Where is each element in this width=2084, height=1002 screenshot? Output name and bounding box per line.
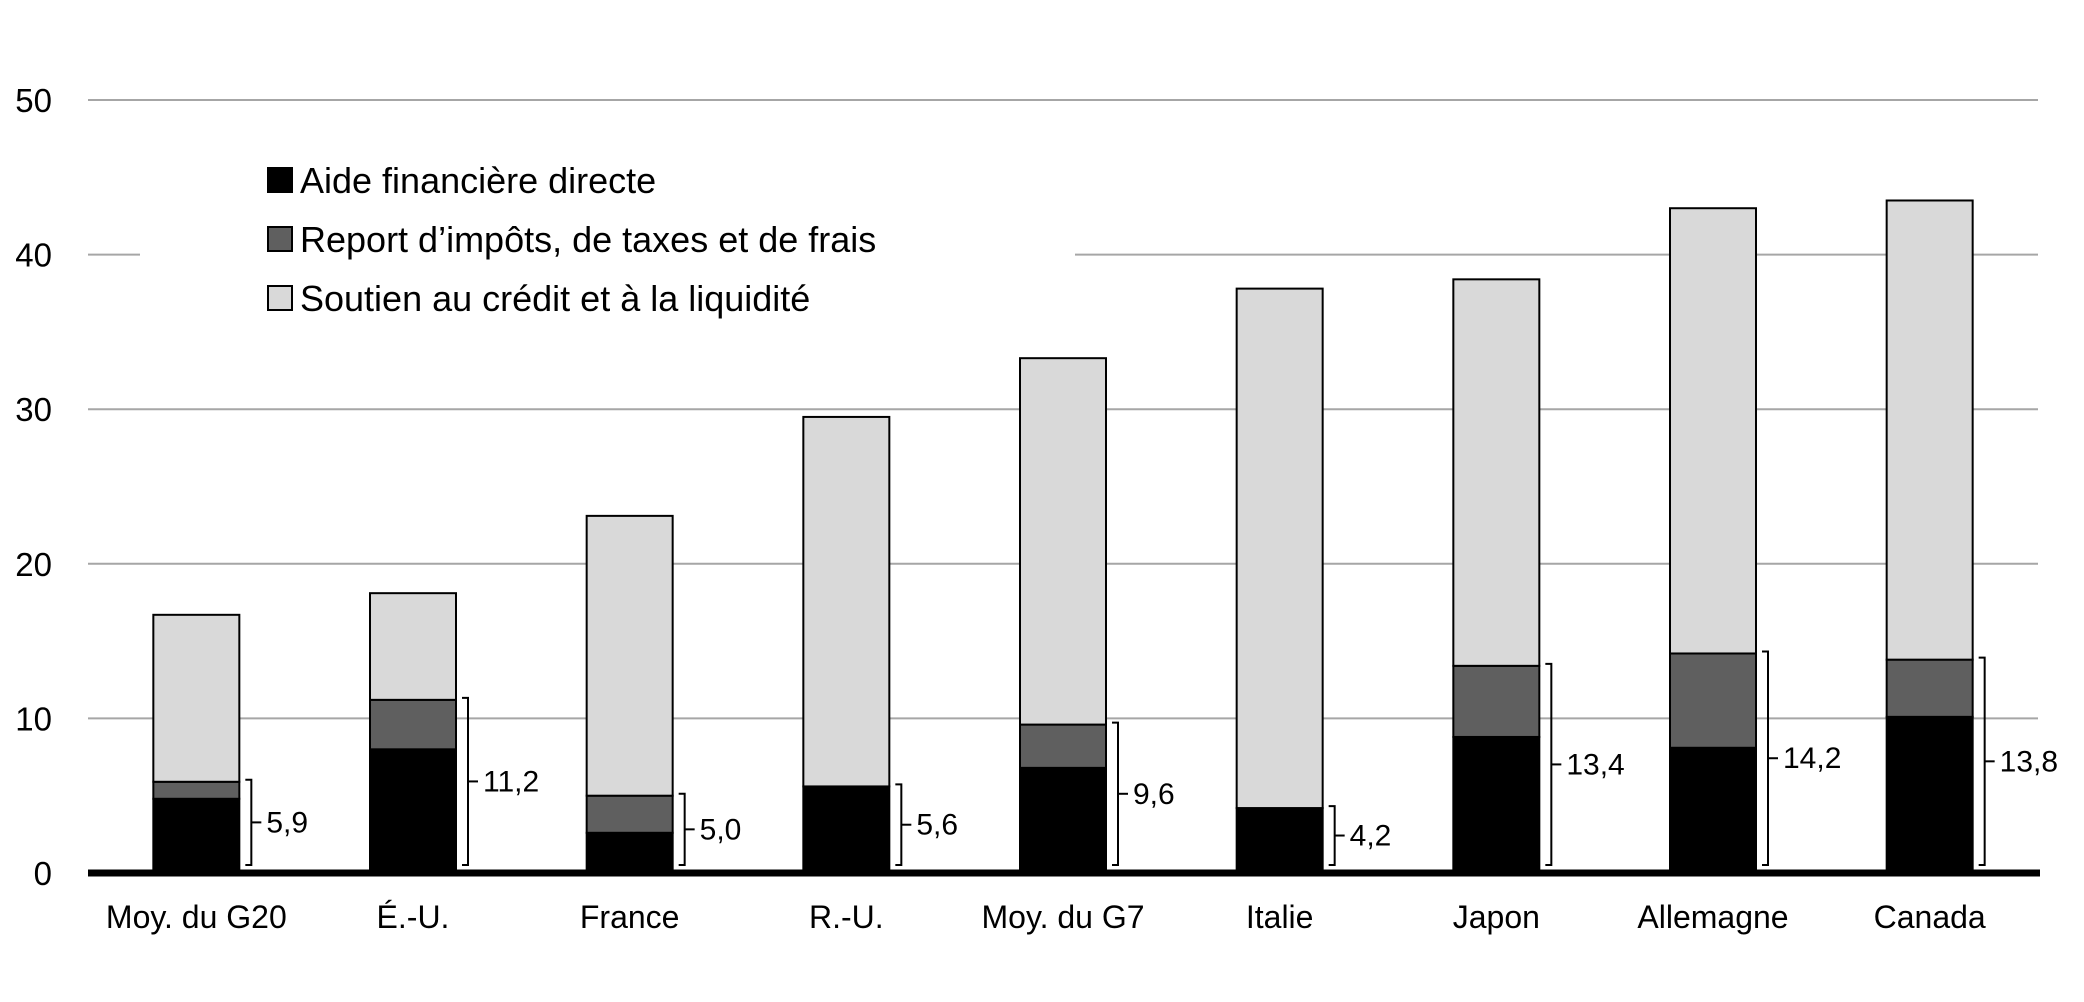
bar-segment-credit-liquidity: [1235, 287, 1324, 810]
bar-segment-tax-deferral: [1452, 664, 1541, 738]
bar-segment-credit-liquidity: [1669, 207, 1757, 655]
bracket: [678, 792, 686, 866]
bar-segment-tax-deferral: [1669, 652, 1757, 749]
data-label: 5,9: [266, 806, 308, 839]
y-tick-label: 10: [15, 700, 52, 737]
bar-segment-direct-aid: [152, 797, 241, 874]
bar-segment-tax-deferral: [152, 780, 241, 800]
bar-segment-direct-aid: [369, 748, 457, 875]
bracket: [895, 783, 903, 866]
y-tick-label: 30: [15, 391, 52, 428]
bracket-annotations: 5,9 11,2 5,0 5,6 9,6 4,2 13,4 14,2 13,8: [245, 650, 2058, 866]
x-category-label: Moy. du G20: [106, 899, 287, 935]
y-tick-label: 0: [34, 855, 52, 892]
data-label: 5,0: [700, 813, 742, 846]
bar-segment-credit-liquidity: [585, 514, 674, 797]
legend-label-credit-liquidity: Soutien au crédit et à la liquidité: [300, 278, 810, 319]
bar-segment-direct-aid: [1235, 807, 1324, 874]
bar-segment-credit-liquidity: [1885, 199, 1974, 661]
legend-label-direct-aid: Aide financière directe: [300, 160, 656, 201]
x-axis-categories: Moy. du G20 É.-U. France R.-U. Moy. du G7 Ita…: [106, 899, 1986, 935]
legend-background: [140, 145, 1075, 325]
bar-segment-direct-aid: [585, 831, 674, 875]
legend-swatch-tax-deferral: [267, 226, 293, 252]
data-label: 13,4: [1566, 748, 1624, 781]
y-tick-label: 20: [15, 546, 52, 583]
bar-segment-credit-liquidity: [802, 415, 891, 788]
x-category-label: Japon: [1453, 899, 1540, 935]
bar-segment-tax-deferral: [1885, 658, 1974, 718]
bar-segment-direct-aid: [1885, 715, 1974, 874]
y-tick-label: 50: [15, 82, 52, 119]
bar-segment-direct-aid: [1019, 766, 1107, 875]
x-category-label: Moy. du G7: [981, 899, 1144, 935]
x-category-label: Allemagne: [1637, 899, 1788, 935]
data-label: 11,2: [483, 765, 539, 798]
bar-segment-direct-aid: [1669, 746, 1757, 874]
x-category-label: France: [580, 899, 680, 935]
bracket: [1328, 805, 1336, 866]
bracket: [1978, 656, 1986, 866]
bracket: [1762, 650, 1769, 866]
bracket: [462, 696, 469, 866]
data-label: 13,8: [2000, 745, 2058, 778]
bracket: [1112, 721, 1119, 866]
x-category-label: Canada: [1874, 899, 1986, 935]
legend-swatch-direct-aid: [267, 167, 293, 193]
bar-segment-credit-liquidity: [1452, 278, 1541, 667]
bracket: [245, 778, 253, 866]
data-label: 14,2: [1783, 742, 1841, 775]
legend: Aide financière directe Report d’impôts,…: [140, 145, 1075, 325]
bar-segment-credit-liquidity: [1019, 357, 1107, 726]
y-axis-ticks: 0 10 20 30 40 50: [15, 82, 52, 892]
bracket: [1545, 662, 1553, 866]
y-tick-label: 40: [15, 237, 52, 274]
data-label: 4,2: [1350, 820, 1392, 853]
bar-segment-direct-aid: [802, 785, 891, 875]
x-category-label: R.-U.: [809, 899, 884, 935]
bars: [152, 199, 1974, 875]
data-label: 9,6: [1133, 778, 1175, 811]
bar-segment-tax-deferral: [585, 794, 674, 834]
legend-swatch-credit-liquidity: [267, 285, 293, 311]
bar-segment-credit-liquidity: [369, 592, 457, 701]
bar-segment-tax-deferral: [1019, 723, 1107, 769]
legend-label-tax-deferral: Report d’impôts, de taxes et de frais: [300, 219, 876, 260]
bar-segment-tax-deferral: [369, 698, 457, 751]
bar-segment-credit-liquidity: [152, 613, 241, 783]
x-category-label: É.-U.: [377, 899, 450, 935]
data-label: 5,6: [916, 809, 958, 842]
x-category-label: Italie: [1246, 899, 1314, 935]
bar-segment-direct-aid: [1452, 735, 1541, 875]
